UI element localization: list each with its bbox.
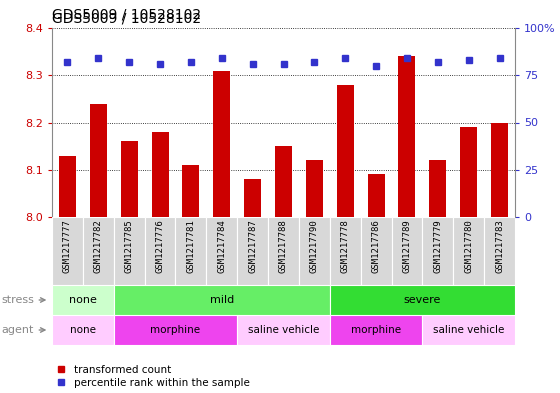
Text: saline vehicle: saline vehicle — [433, 325, 505, 335]
Bar — [330, 217, 361, 285]
Bar — [330, 315, 422, 345]
Bar — [175, 217, 206, 285]
Text: GSM1217777: GSM1217777 — [63, 219, 72, 273]
Bar — [237, 315, 330, 345]
Text: GSM1217783: GSM1217783 — [495, 219, 504, 273]
Bar — [330, 285, 515, 315]
Text: GSM1217776: GSM1217776 — [156, 219, 165, 273]
Text: none: none — [70, 325, 96, 335]
Text: GSM1217787: GSM1217787 — [248, 219, 257, 273]
Bar — [422, 217, 453, 285]
Bar — [90, 104, 107, 217]
Bar — [422, 315, 515, 345]
Bar — [453, 217, 484, 285]
Bar — [52, 217, 83, 285]
Bar — [114, 285, 330, 315]
Bar — [144, 217, 175, 285]
Text: GSM1217781: GSM1217781 — [186, 219, 195, 273]
Text: GSM1217786: GSM1217786 — [372, 219, 381, 273]
Text: GSM1217790: GSM1217790 — [310, 219, 319, 273]
Text: mild: mild — [209, 295, 234, 305]
Bar — [237, 217, 268, 285]
Bar — [367, 174, 385, 217]
Bar — [430, 160, 446, 217]
Bar — [306, 160, 323, 217]
Bar — [120, 141, 138, 217]
Bar — [206, 217, 237, 285]
Bar — [491, 123, 508, 217]
Bar — [213, 70, 230, 217]
Bar — [52, 315, 114, 345]
Text: GSM1217785: GSM1217785 — [125, 219, 134, 273]
Text: GDS5009 / 10528102: GDS5009 / 10528102 — [52, 8, 201, 22]
Text: GSM1217782: GSM1217782 — [94, 219, 103, 273]
Text: GDS5009 / 10528102: GDS5009 / 10528102 — [52, 11, 201, 26]
Bar — [268, 217, 299, 285]
Text: stress: stress — [1, 295, 34, 305]
Text: GSM1217778: GSM1217778 — [340, 219, 350, 273]
Text: GSM1217780: GSM1217780 — [464, 219, 473, 273]
Text: saline vehicle: saline vehicle — [248, 325, 319, 335]
Text: GSM1217779: GSM1217779 — [433, 219, 442, 273]
Bar — [337, 85, 354, 217]
Bar — [275, 146, 292, 217]
Bar — [391, 217, 422, 285]
Bar — [59, 156, 76, 217]
Bar — [460, 127, 477, 217]
Bar — [399, 56, 416, 217]
Bar — [183, 165, 199, 217]
Text: morphine: morphine — [351, 325, 401, 335]
Text: GSM1217788: GSM1217788 — [279, 219, 288, 273]
Text: GSM1217789: GSM1217789 — [403, 219, 412, 273]
Bar — [484, 217, 515, 285]
Bar — [299, 217, 330, 285]
Bar — [244, 179, 261, 217]
Bar — [152, 132, 169, 217]
Bar — [83, 217, 114, 285]
Legend: transformed count, percentile rank within the sample: transformed count, percentile rank withi… — [57, 365, 250, 388]
Bar — [52, 285, 114, 315]
Text: severe: severe — [404, 295, 441, 305]
Text: GSM1217784: GSM1217784 — [217, 219, 226, 273]
Text: none: none — [69, 295, 97, 305]
Bar — [361, 217, 391, 285]
Text: morphine: morphine — [151, 325, 200, 335]
Bar — [114, 315, 237, 345]
Text: agent: agent — [1, 325, 34, 335]
Bar — [114, 217, 144, 285]
